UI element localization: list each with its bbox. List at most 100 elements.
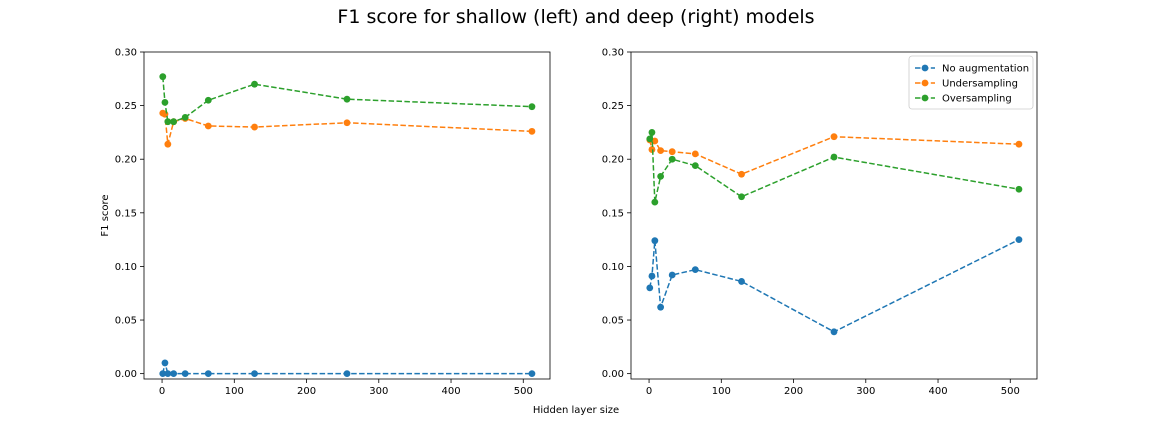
data-point (204, 96, 212, 104)
legend-marker (921, 94, 929, 102)
data-point (251, 123, 258, 131)
data-point (181, 114, 189, 121)
series-line (162, 112, 532, 145)
data-point (691, 266, 699, 274)
data-point (668, 148, 676, 156)
data-point (691, 150, 699, 158)
y-tick-label: 0.30 (115, 48, 137, 59)
data-point (159, 370, 167, 378)
y-tick-label: 0.15 (602, 208, 624, 219)
y-tick-label: 0.30 (602, 48, 624, 59)
y-tick-label: 0.20 (602, 155, 624, 166)
data-point (651, 237, 659, 245)
data-point (343, 95, 351, 103)
data-point (738, 170, 745, 178)
series-no-augmentation (159, 359, 536, 378)
data-point (164, 118, 172, 126)
series-line (649, 132, 1020, 203)
x-tick-label: 300 (369, 386, 388, 397)
data-point (1015, 185, 1023, 193)
y-tick-label: 0.10 (115, 262, 137, 273)
axes-frame (143, 51, 551, 380)
x-tick-label: 100 (712, 386, 731, 397)
data-point (646, 135, 654, 143)
x-tick-label: 400 (441, 386, 460, 397)
x-tick-label: 100 (225, 386, 244, 397)
legend: No augmentation Undersampling Oversampling (908, 55, 1034, 110)
y-tick-label: 0.00 (115, 369, 137, 380)
series-undersampling (159, 109, 536, 148)
data-point (830, 153, 838, 161)
y-axis-label: F1 score (100, 194, 111, 236)
series-oversampling (159, 73, 536, 126)
data-point (343, 119, 351, 127)
y-tick-label: 0.15 (115, 208, 137, 219)
data-point (738, 193, 745, 201)
data-point (657, 303, 665, 311)
legend-entry-no-augmentation: No augmentation (915, 64, 1029, 75)
data-point (1015, 140, 1023, 148)
x-tick-label: 300 (856, 386, 875, 397)
data-point (528, 103, 536, 111)
data-point (204, 122, 212, 130)
series-no-augmentation (646, 236, 1023, 336)
data-point (691, 162, 699, 170)
legend-label: Undersampling (942, 79, 1018, 90)
y-tick-label: 0.25 (602, 101, 624, 112)
legend-marker (921, 64, 929, 72)
legend-label: Oversampling (942, 94, 1012, 105)
x-tick-label: 500 (1001, 386, 1020, 397)
legend-entry-oversampling: Oversampling (915, 94, 1012, 105)
data-point (204, 370, 212, 378)
legend-frame (908, 55, 1034, 110)
x-axis-label: Hidden layer size (532, 405, 620, 416)
data-point (161, 98, 169, 106)
data-point (657, 172, 665, 180)
data-point (164, 140, 172, 148)
data-point (738, 278, 745, 285)
data-point (161, 359, 169, 367)
data-point (646, 284, 654, 292)
data-point (1015, 236, 1023, 244)
data-point (648, 129, 656, 136)
x-tick-label: 0 (159, 386, 165, 397)
data-point (648, 272, 656, 280)
y-tick-label: 0.05 (115, 316, 137, 327)
legend-marker (921, 79, 929, 87)
y-tick-label: 0.10 (602, 262, 624, 273)
figure-title: F1 score for shallow (left) and deep (ri… (337, 6, 815, 28)
x-tick-label: 200 (784, 386, 803, 397)
data-point (159, 73, 167, 81)
data-point (181, 370, 189, 378)
x-tick-label: 400 (928, 386, 947, 397)
series-line (649, 238, 1020, 333)
x-tick-label: 500 (514, 386, 533, 397)
x-tick-label: 200 (297, 386, 316, 397)
data-point (170, 370, 178, 378)
data-point (651, 198, 659, 206)
data-point (251, 370, 258, 378)
data-point (668, 155, 676, 163)
legend-entry-undersampling: Undersampling (915, 79, 1018, 90)
legend-label: No augmentation (942, 64, 1029, 75)
x-tick-label: 0 (646, 386, 652, 397)
y-tick-label: 0.00 (602, 369, 624, 380)
data-point (830, 133, 838, 141)
data-point (343, 370, 351, 378)
y-tick-label: 0.20 (115, 155, 137, 166)
series-oversampling (646, 129, 1023, 206)
data-point (830, 328, 838, 336)
data-point (528, 370, 536, 378)
y-tick-label: 0.25 (115, 101, 137, 112)
data-point (170, 118, 178, 126)
data-point (668, 271, 676, 279)
data-point (164, 370, 172, 378)
chart-panel-deep: 0 100 200 300 400 500 0.00 0.05 0.10 0.15 0.20 0.25… (602, 48, 1038, 397)
y-tick-label: 0.05 (602, 316, 624, 327)
chart-panel-shallow: 0 100 200 300 400 500 0.00 0.05 0.10 0.15 0.20 0.25… (100, 48, 551, 397)
data-point (251, 80, 258, 88)
data-point (528, 127, 536, 135)
data-point (657, 147, 665, 155)
